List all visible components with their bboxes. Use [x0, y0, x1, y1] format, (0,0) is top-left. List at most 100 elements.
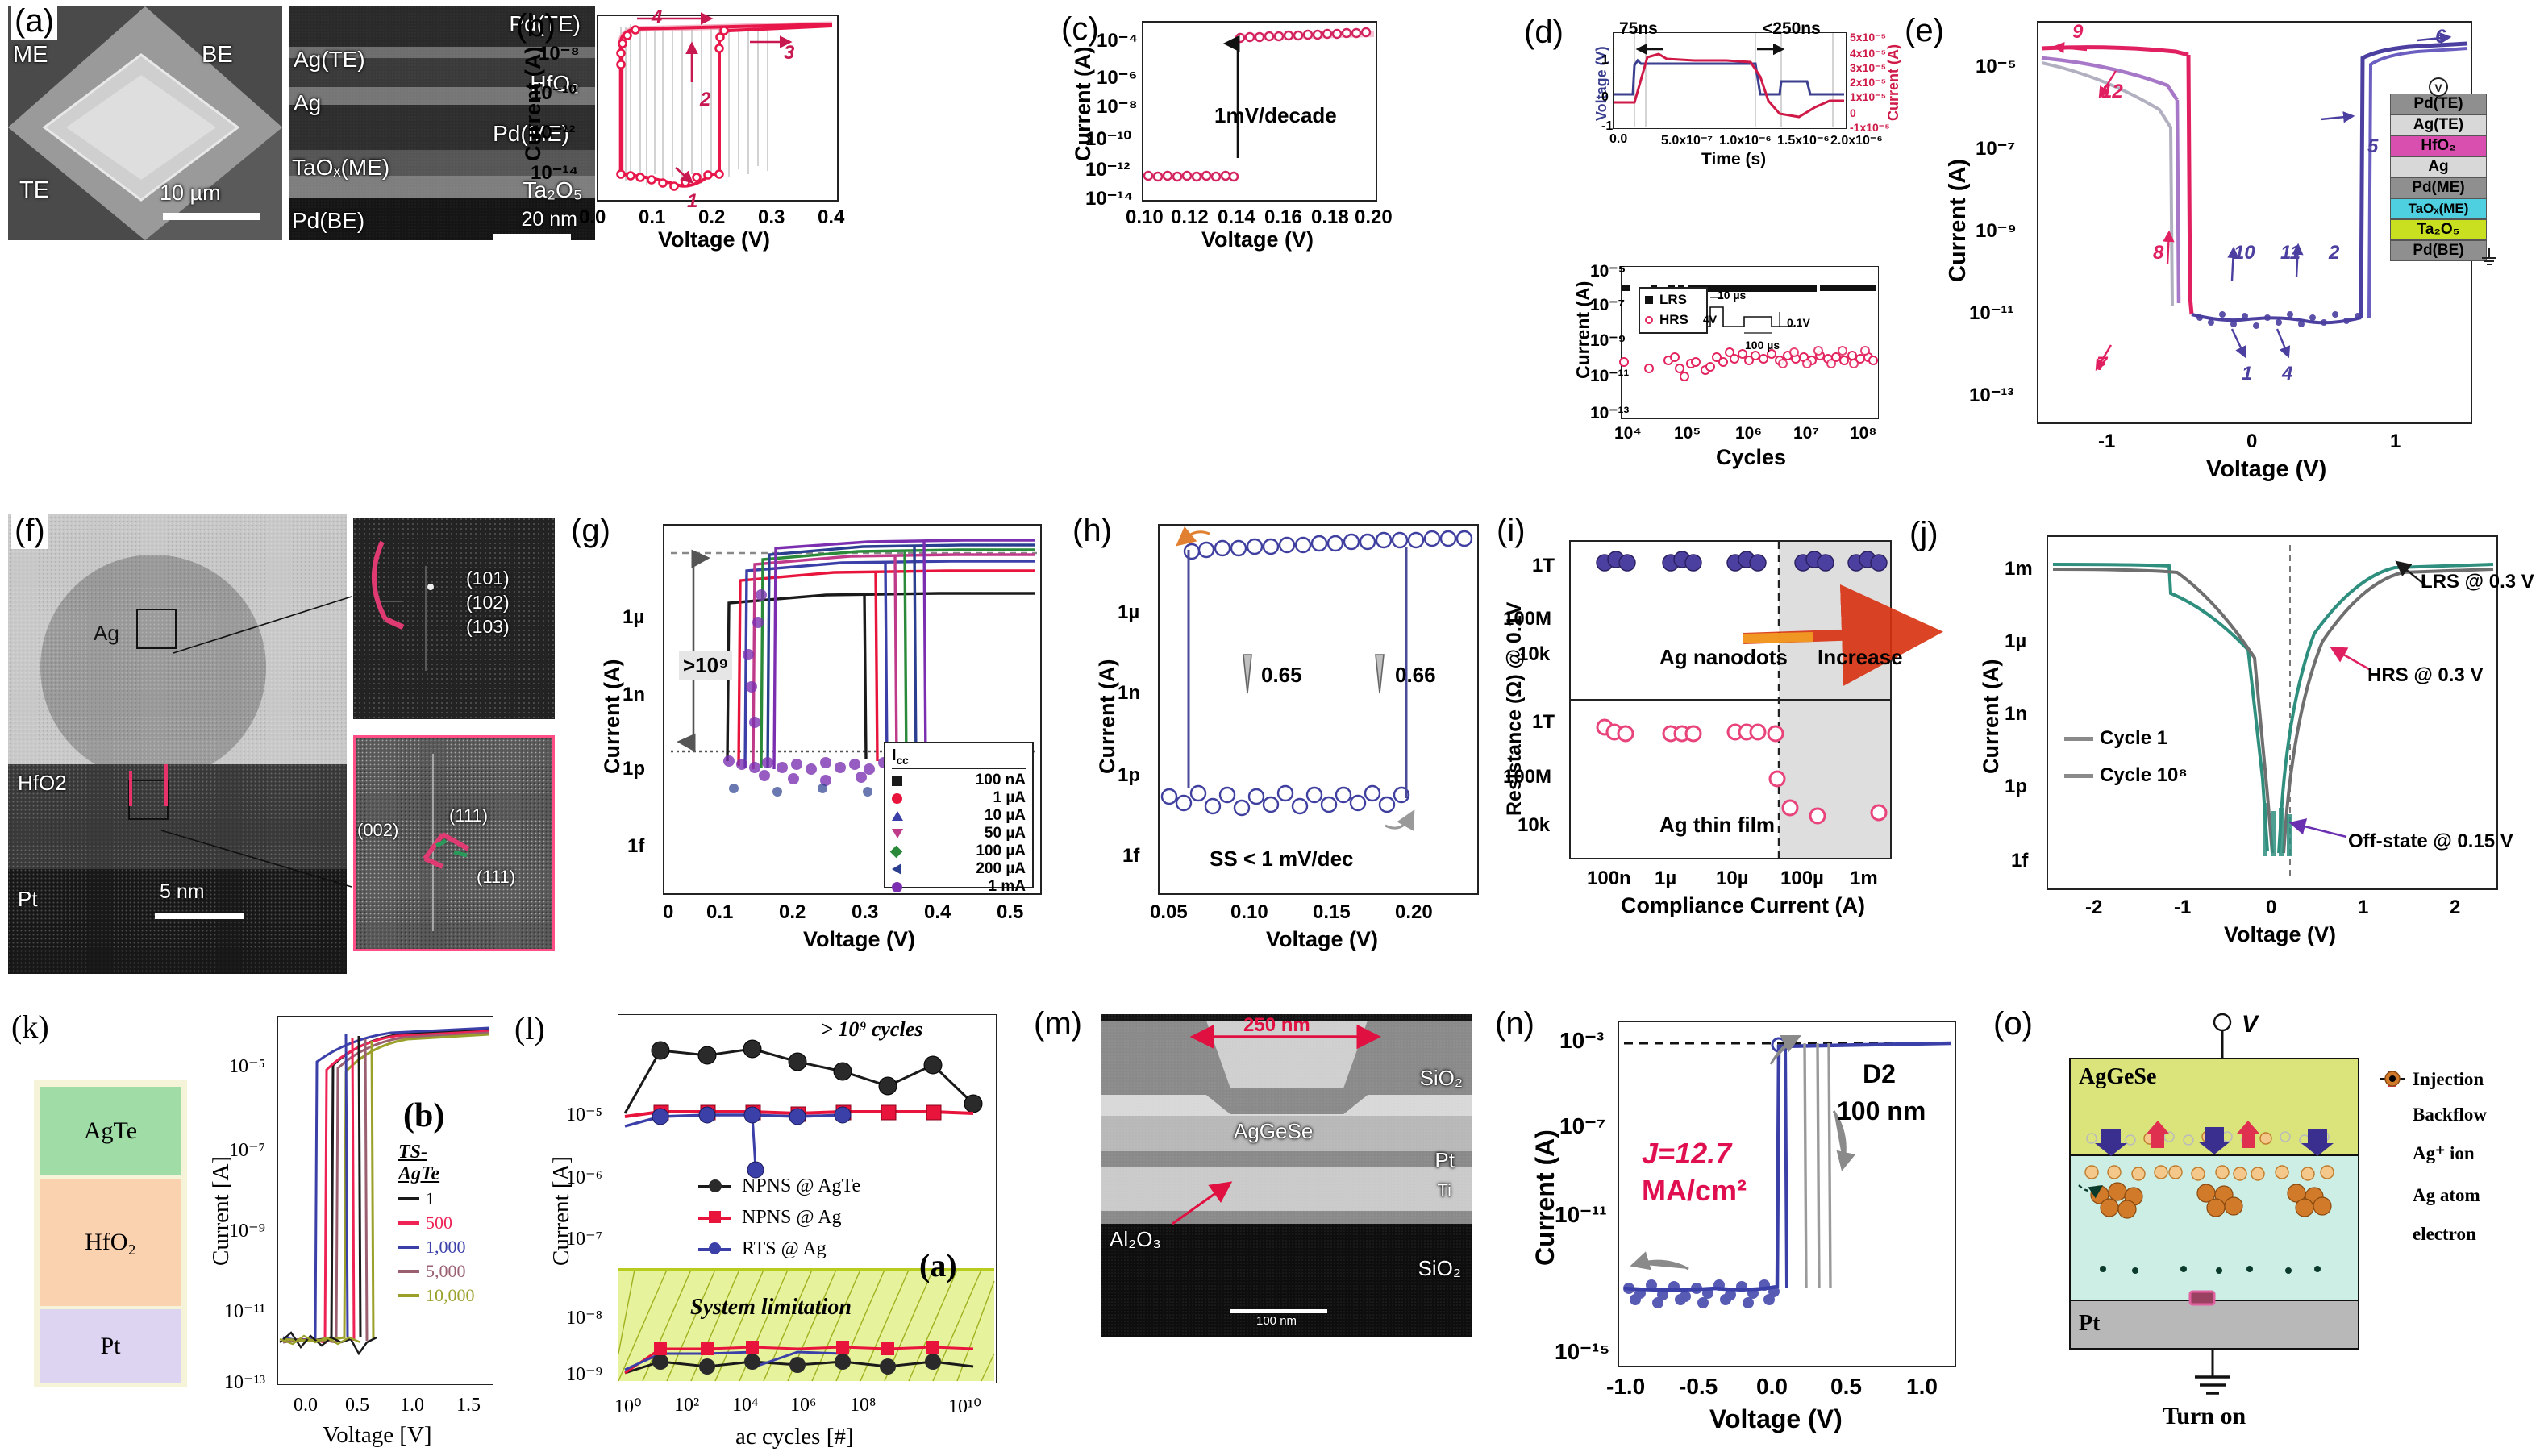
panel-a-tem-ag-te: Ag(TE)	[294, 47, 365, 72]
panel-m-scalebar	[1230, 1309, 1327, 1313]
panel-c-ytick-0: 10⁻⁴	[1097, 30, 1139, 52]
panel-d-legend-hrs: HRS	[1645, 312, 1701, 328]
panel-l-plot	[618, 1039, 995, 1382]
panel-c-xtick-1: 0.12	[1171, 206, 1209, 228]
panel-l-xtick-0: 10⁰	[614, 1396, 642, 1417]
panel-e-num-2: 2	[2329, 242, 2340, 264]
panel-a-scalebar	[163, 213, 260, 220]
panel-l-xtick-3: 10⁶	[790, 1395, 817, 1416]
panel-k-ytick-4: 10⁻¹³	[224, 1372, 266, 1393]
panel-d-inset-4v: 4V	[1703, 313, 1718, 326]
panel-f-fft-002: (002)	[357, 820, 399, 840]
panel-b-ytick-3: 10⁻¹⁴	[531, 162, 579, 184]
panel-i-ytick-bot-1: 100M	[1503, 766, 1552, 788]
panel-l-legend-item-npns-agte: NPNS @ AgTe	[698, 1175, 940, 1197]
panel-k-ytick-1: 10⁻⁷	[229, 1140, 266, 1161]
panel-l-ytick-4: 10⁻⁹	[566, 1364, 603, 1385]
panel-e-stack-ag-te: Ag(TE)	[2390, 114, 2487, 135]
panel-a-tem-taox-me: TaOₓ(ME)	[292, 155, 390, 180]
panel-k-stack-hfo2: HfO₂	[40, 1179, 181, 1306]
panel-a-sem-image: ME BE TE 10 µm	[8, 6, 282, 240]
panel-l-ytick-0: 10⁻⁵	[566, 1104, 603, 1125]
panel-a-tem-ta2o5: Ta₂O₅	[523, 177, 583, 202]
panel-n-xtick-2: 0.0	[1756, 1374, 1788, 1399]
panel-j-xtick-0: -2	[2085, 896, 2103, 918]
panel-m-dimension: 250 nm	[1243, 1014, 1310, 1036]
panel-k-legend-item: 500	[398, 1213, 503, 1233]
panel-d-bottom-xtick-0: 10⁴	[1614, 424, 1642, 443]
panel-j-xaxis-title: Voltage (V)	[2224, 922, 2337, 946]
panel-g-ytick-0: 1µ	[623, 606, 645, 628]
panel-e-xtick-2: 1	[2390, 431, 2401, 452]
panel-j-legend-cycle1: Cycle 1	[2064, 727, 2235, 750]
icc-1ua-marker-icon	[892, 792, 902, 804]
panel-n-xaxis-title: Voltage (V)	[1709, 1404, 1843, 1433]
panel-e-probe-symbol: V	[2434, 81, 2442, 94]
panel-f-fft-103: (103)	[466, 616, 510, 637]
panel-i-yaxis-title: Resistance (Ω) @ 0.1V	[1503, 601, 1526, 816]
panel-b-xtick-4: 0.4	[818, 206, 845, 228]
panel-a-label-te: TE	[19, 177, 50, 203]
panel-k-label: (k)	[11, 1009, 49, 1045]
panel-d-bottom-ytick-1: 10⁻⁷	[1590, 296, 1626, 314]
panel-o-top-terminal	[2213, 1013, 2232, 1061]
panel-g-legend-label: 1 µA	[993, 789, 1026, 806]
panel-m-layer-aggese: AgGeSe	[1234, 1119, 1314, 1143]
panel-g-legend-label: 1 mA	[988, 878, 1026, 895]
panel-k-legend-label: 1	[426, 1188, 435, 1208]
panel-d-top-ytick-right-3: 2x10⁻⁵	[1850, 76, 1887, 89]
panel-m-sem-image: 250 nm SiO₂ AgGeSe Pt Ti SiO₂ Al₂O₃ 100 …	[1101, 1014, 1472, 1337]
panel-k-plot	[279, 1026, 490, 1356]
panel-j-plot-frame	[2047, 535, 2498, 890]
panel-c-ytick-3: 10⁻¹⁰	[1085, 128, 1131, 150]
panel-e-stack-hfo2: HfO₂	[2390, 135, 2487, 156]
panel-k-legend-item: 1,000	[398, 1237, 503, 1258]
panel-a-tem-ag: Ag	[294, 90, 322, 115]
panel-a: ME BE TE 10 µm (a) Pd(TE) Ag(TE)	[0, 0, 597, 242]
rts-ag-marker-icon	[698, 1242, 731, 1254]
panel-o-caption: Turn on	[2163, 1403, 2246, 1429]
panel-g-xtick-1: 0.1	[706, 901, 734, 923]
npns-agte-marker-icon	[698, 1179, 731, 1192]
panel-c-ytick-2: 10⁻⁸	[1097, 96, 1138, 118]
panel-i-ytick-bot-2: 10k	[1518, 814, 1551, 836]
panel-c-ytick-4: 10⁻¹²	[1085, 159, 1131, 181]
panel-g-legend-item: 100 nA	[892, 772, 1026, 789]
panel-d-bottom-xtick-4: 10⁸	[1850, 424, 1877, 443]
panel-g-xtick-3: 0.3	[852, 901, 879, 923]
panel-b-xaxis-title: Voltage (V)	[658, 227, 771, 252]
panel-f-fft-102: (102)	[466, 592, 510, 613]
panel-l-xtick-1: 10²	[674, 1395, 700, 1416]
panel-c-xaxis-title: Voltage (V)	[1201, 227, 1314, 252]
panel-l-legend-item-rts-ag: RTS @ Ag	[698, 1238, 940, 1260]
panel-d-top-xtick-2: 1.0x10⁻⁶	[1719, 134, 1772, 148]
panel-g-xaxis-title: Voltage (V)	[803, 927, 916, 951]
panel-b-ytick-1: 10⁻¹⁰	[531, 82, 577, 104]
panel-k-xtick-0: 0.0	[294, 1395, 318, 1416]
panel-o-label: (o)	[1993, 1006, 2033, 1042]
panel-d-top-plot	[1614, 33, 1844, 127]
panel-b-xtick-3: 0.3	[758, 206, 785, 228]
panel-j-ytick-0: 1m	[2005, 558, 2033, 580]
panel-n-ytick-3: 10⁻¹⁵	[1555, 1339, 1610, 1364]
panel-b-ytick-0: 10⁻⁸	[539, 43, 580, 64]
panel-l-ytick-2: 10⁻⁷	[566, 1229, 603, 1250]
panel-k-xtick-1: 0.5	[345, 1395, 369, 1416]
panel-k-stack-pt: Pt	[40, 1309, 181, 1383]
panel-g-legend-item: 1 µA	[892, 789, 1026, 807]
panel-j-xtick-3: 1	[2358, 896, 2369, 918]
panel-n-annot-j: J=12.7	[1642, 1137, 1732, 1170]
panel-m-scalebar-label: 100 nm	[1256, 1314, 1297, 1328]
panel-e-stack-taox-me: TaOₓ(ME)	[2390, 198, 2487, 219]
panel-j-ytick-3: 1p	[2005, 776, 2028, 797]
panel-j-legend: Cycle 1 Cycle 10⁸	[2061, 726, 2238, 800]
panel-n-yaxis-title: Current (A)	[1530, 1129, 1559, 1266]
panel-i-label: (i)	[1497, 513, 1526, 548]
panel-n-xtick-1: -0.5	[1679, 1374, 1718, 1399]
panel-e-stack-pd-be: Pd(BE)	[2390, 240, 2487, 261]
panel-n-annot-units: MA/cm²	[1642, 1174, 1747, 1207]
panel-e-num-12: 12	[2101, 81, 2123, 102]
panel-d-top-xtick-3: 1.5x10⁻⁶	[1777, 134, 1830, 148]
panel-j-legend-cycle108-label: Cycle 10⁸	[2100, 764, 2188, 786]
